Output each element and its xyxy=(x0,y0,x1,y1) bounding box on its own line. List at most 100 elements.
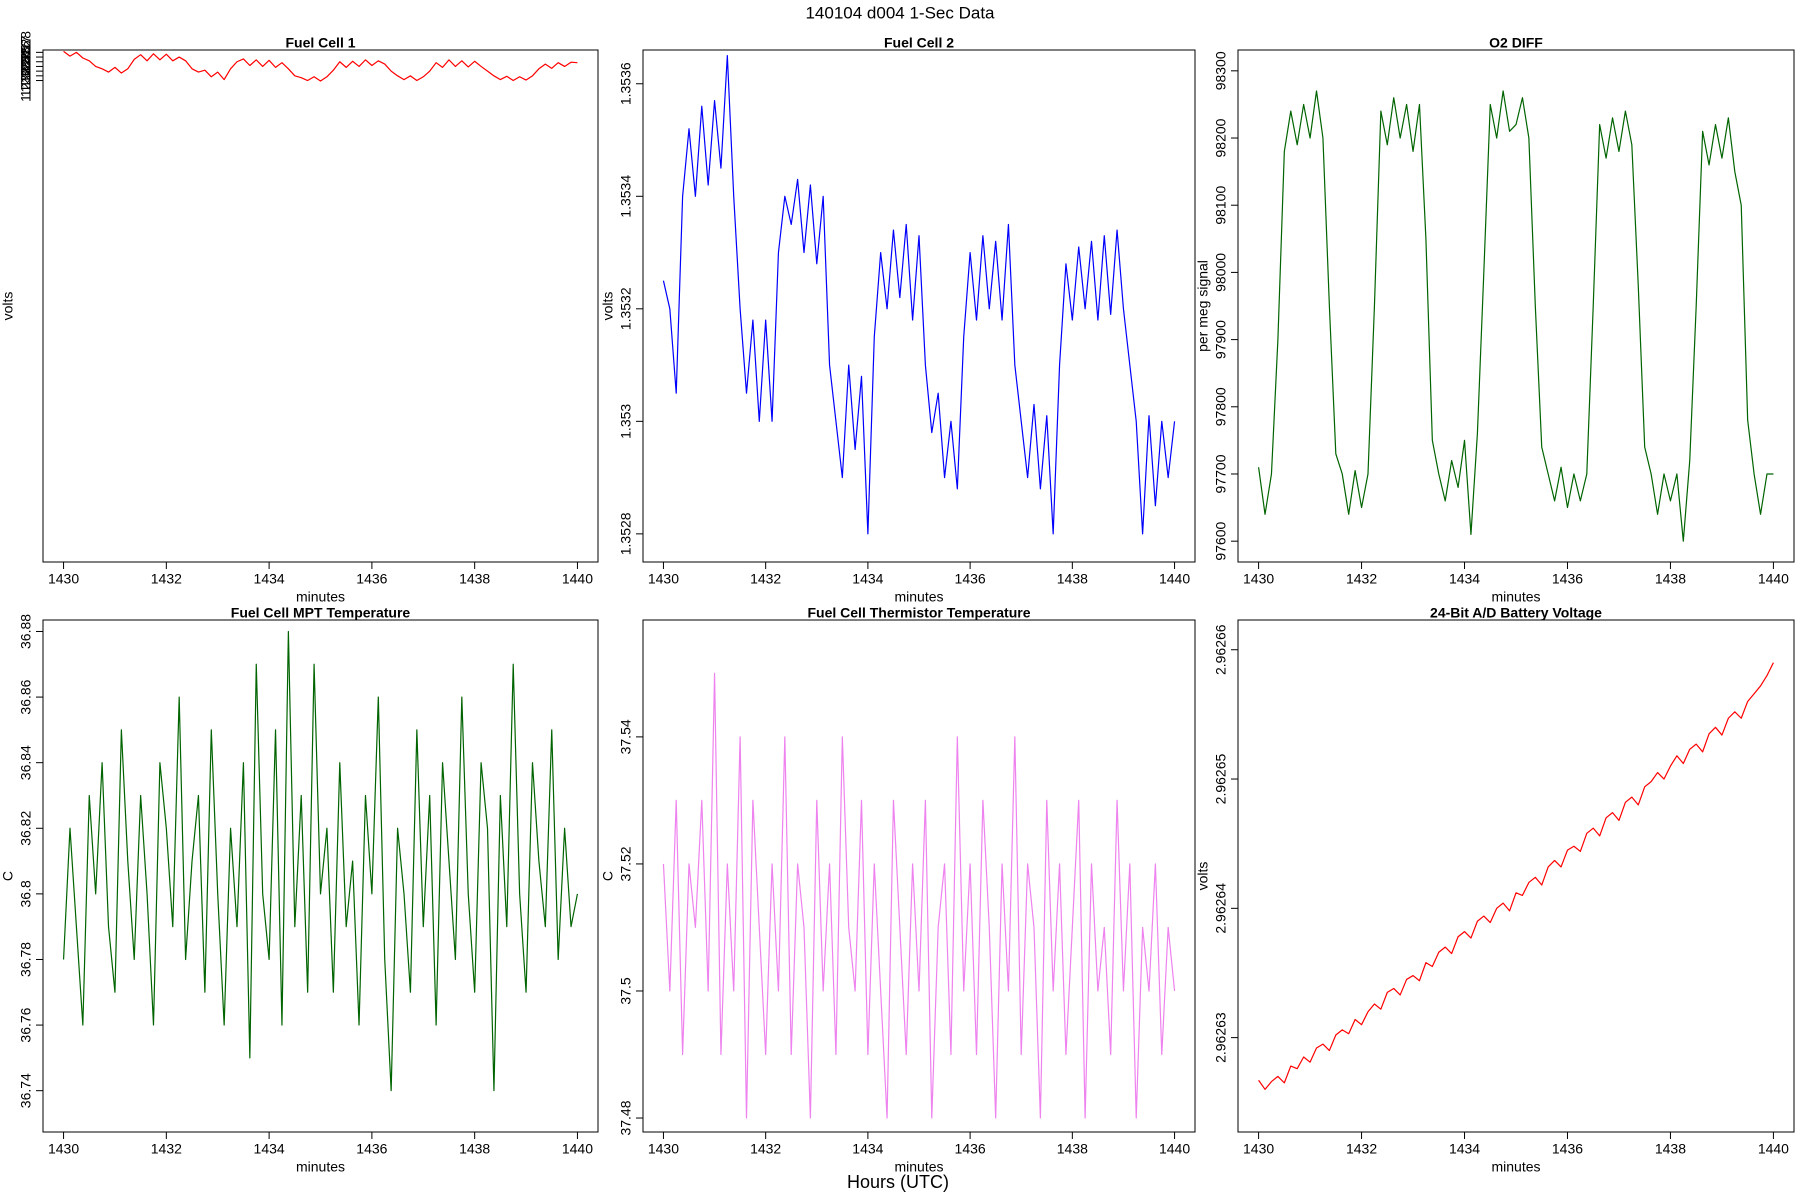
y-tick-label: 37.5 xyxy=(618,977,634,1004)
x-tick-label: 1440 xyxy=(1758,571,1789,587)
plot-frame xyxy=(1237,49,1795,563)
x-tick-label: 1430 xyxy=(1243,571,1274,587)
y-tick-label: 1.2324 xyxy=(18,50,34,93)
x-tick-label: 1438 xyxy=(1057,571,1088,587)
y-axis-label: C xyxy=(0,871,16,881)
y-tick-label: 37.54 xyxy=(618,719,634,754)
y-tick-label: 98100 xyxy=(1213,186,1229,225)
panel-title: Fuel Cell 1 xyxy=(285,35,355,51)
x-tick-label: 1438 xyxy=(459,571,490,587)
y-tick-label: 37.48 xyxy=(618,1100,634,1135)
y-tick-label: 37.52 xyxy=(618,846,634,881)
x-tick-label: 1440 xyxy=(562,1141,593,1157)
x-tick-label: 1432 xyxy=(151,1141,182,1157)
y-tick-label: 1.3534 xyxy=(618,175,634,218)
figure-title: 140104 d004 1-Sec Data xyxy=(805,3,995,22)
panel-title: Fuel Cell Thermistor Temperature xyxy=(807,605,1030,621)
x-axis-label: minutes xyxy=(296,589,345,605)
y-axis-label: per meg signal xyxy=(1195,260,1211,352)
x-tick-label: 1436 xyxy=(356,571,387,587)
y-tick-label: 1.353 xyxy=(618,404,634,439)
x-tick-label: 1432 xyxy=(151,571,182,587)
x-tick-label: 1434 xyxy=(852,1141,883,1157)
data-line xyxy=(62,630,579,1092)
x-tick-label: 1436 xyxy=(955,1141,986,1157)
x-tick-label: 1432 xyxy=(1346,571,1377,587)
data-line xyxy=(662,55,1176,535)
y-tick-label: 97800 xyxy=(1213,387,1229,426)
y-tick-label: 1.2322 xyxy=(18,59,34,102)
y-tick-label: 97600 xyxy=(1213,521,1229,560)
x-tick-label: 1432 xyxy=(750,1141,781,1157)
x-tick-label: 1438 xyxy=(1655,571,1686,587)
y-tick-label: 2.96266 xyxy=(1213,624,1229,675)
data-line xyxy=(1258,662,1774,1090)
y-tick-label: 2.96264 xyxy=(1213,883,1229,934)
y-tick-label: 98200 xyxy=(1213,118,1229,157)
plot-frame xyxy=(642,619,1196,1133)
y-axis-label: volts xyxy=(0,292,16,321)
plot-frame xyxy=(642,49,1196,563)
plot-frame xyxy=(42,49,599,563)
x-tick-label: 1438 xyxy=(1655,1141,1686,1157)
x-axis-label: minutes xyxy=(1491,589,1540,605)
x-tick-label: 1434 xyxy=(254,1141,285,1157)
x-tick-label: 1434 xyxy=(254,571,285,587)
x-tick-label: 1440 xyxy=(1758,1141,1789,1157)
y-tick-label: 1.3532 xyxy=(618,287,634,330)
y-tick-label: 36.74 xyxy=(18,1073,34,1108)
y-tick-label: 1.2327 xyxy=(18,35,34,78)
x-tick-label: 1430 xyxy=(648,571,679,587)
y-tick-label: 98300 xyxy=(1213,51,1229,90)
y-tick-label: 98000 xyxy=(1213,253,1229,292)
x-tick-label: 1430 xyxy=(48,1141,79,1157)
y-tick-label: 97900 xyxy=(1213,320,1229,359)
x-tick-label: 1436 xyxy=(1552,1141,1583,1157)
y-tick-label: 1.2326 xyxy=(18,40,34,83)
x-tick-label: 1440 xyxy=(1159,571,1190,587)
x-axis-label: minutes xyxy=(894,1159,943,1175)
y-tick-label: 2.96263 xyxy=(1213,1012,1229,1063)
panel-title: O2 DIFF xyxy=(1489,35,1543,51)
y-axis-label: volts xyxy=(1195,862,1211,891)
x-axis-label: minutes xyxy=(1491,1159,1540,1175)
x-tick-label: 1436 xyxy=(356,1141,387,1157)
y-tick-label: 1.3536 xyxy=(618,62,634,105)
x-tick-label: 1438 xyxy=(1057,1141,1088,1157)
x-tick-label: 1434 xyxy=(1449,571,1480,587)
x-tick-label: 1440 xyxy=(562,571,593,587)
plot-frame xyxy=(42,619,599,1133)
y-tick-label: 36.8 xyxy=(18,880,34,907)
y-tick-label: 1.3528 xyxy=(618,512,634,555)
panel-title: 24-Bit A/D Battery Voltage xyxy=(1430,605,1602,621)
y-tick-label: 97700 xyxy=(1213,454,1229,493)
y-axis-label: volts xyxy=(600,292,616,321)
y-tick-label: 36.84 xyxy=(18,745,34,780)
y-tick-label: 36.88 xyxy=(18,614,34,649)
y-tick-label: 1.2323 xyxy=(18,54,34,97)
panel-title: Fuel Cell 2 xyxy=(884,35,954,51)
y-tick-label: 2.96265 xyxy=(1213,754,1229,805)
x-tick-label: 1432 xyxy=(750,571,781,587)
y-tick-label: 36.86 xyxy=(18,679,34,714)
panel-title: Fuel Cell MPT Temperature xyxy=(231,605,411,621)
x-tick-label: 1434 xyxy=(852,571,883,587)
data-line xyxy=(662,672,1176,1119)
y-tick-label: 36.76 xyxy=(18,1007,34,1042)
x-tick-label: 1440 xyxy=(1159,1141,1190,1157)
y-axis-label: C xyxy=(600,871,616,881)
data-line xyxy=(63,50,578,82)
x-axis-label: minutes xyxy=(894,589,943,605)
x-tick-label: 1432 xyxy=(1346,1141,1377,1157)
figure-xlabel: Hours (UTC) xyxy=(847,1172,949,1192)
x-tick-label: 1436 xyxy=(955,571,986,587)
x-axis-label: minutes xyxy=(296,1159,345,1175)
data-line xyxy=(1257,90,1774,542)
x-tick-label: 1436 xyxy=(1552,571,1583,587)
y-tick-label: 36.82 xyxy=(18,811,34,846)
x-tick-label: 1430 xyxy=(648,1141,679,1157)
y-tick-label: 1.2328 xyxy=(18,31,34,74)
x-tick-label: 1438 xyxy=(459,1141,490,1157)
